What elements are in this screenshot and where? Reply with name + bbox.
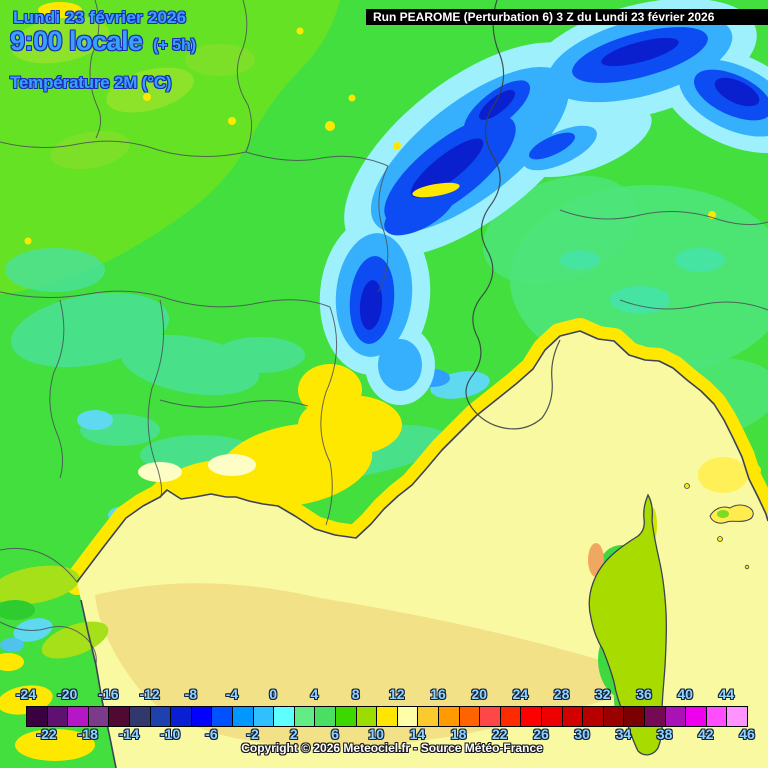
legend-cell — [252, 706, 275, 727]
legend-label: 16 — [430, 686, 446, 702]
legend-cell — [335, 706, 357, 727]
legend-label: 34 — [615, 726, 632, 742]
legend-cell — [541, 706, 563, 727]
legend-label: 24 — [512, 686, 529, 702]
legend-cell — [396, 706, 419, 727]
legend-cell — [190, 706, 213, 727]
legend-cell — [561, 706, 584, 727]
legend-cell — [293, 706, 316, 727]
tuscan-islands — [684, 483, 754, 570]
legend-label: 28 — [553, 686, 570, 702]
legend-cell — [458, 706, 481, 727]
legend-label: 32 — [595, 686, 611, 702]
legend-labels-top: -24 -20 -16 -12 -8 -4 0 4 8 12 16 20 24 28 32 36 40 44 — [16, 686, 748, 703]
legend-cell — [232, 706, 254, 727]
legend-label: 18 — [450, 726, 467, 742]
legend-cell — [685, 706, 707, 727]
legend-label: -24 — [15, 686, 37, 702]
legend-cell — [87, 706, 110, 727]
legend-label: 2 — [289, 726, 298, 742]
legend-label: 0 — [269, 686, 278, 702]
legend-cell — [644, 706, 666, 727]
legend-label: 6 — [331, 726, 339, 742]
legend-label: -12 — [139, 686, 160, 702]
legend-cell — [355, 706, 378, 727]
legend-label: 38 — [656, 726, 673, 742]
legend-label: -10 — [160, 726, 181, 742]
legend-cell — [26, 706, 48, 727]
alps-mountains — [319, 0, 768, 405]
copyright-notice: Copyright © 2026 Meteociel.fr - Source M… — [241, 741, 543, 755]
legend-label: -20 — [57, 686, 78, 702]
legend-cell — [705, 706, 728, 727]
legend-cell — [520, 706, 542, 727]
legend-cell — [46, 706, 69, 727]
legend-labels-bottom: -22 -18 -14 -10 -6 -2 2 6 10 14 18 22 26 30 34 38 42 46 — [26, 726, 754, 743]
admin-borders — [0, 0, 768, 665]
forecast-offset: (+ 5h) — [153, 37, 197, 54]
legend-cell — [108, 706, 130, 727]
legend-label: 30 — [574, 726, 590, 742]
legend-label: -2 — [246, 726, 259, 742]
model-run-bar: Run PEAROME (Perturbation 6) 3 Z du Lund… — [366, 9, 768, 25]
legend-cell — [417, 706, 439, 727]
legend-cell — [623, 706, 645, 727]
legend-label: 12 — [389, 686, 405, 702]
legend-cell — [149, 706, 172, 727]
legend-cell — [438, 706, 460, 727]
forecast-date: Lundi 23 février 2026 — [13, 8, 187, 27]
legend-label: 36 — [636, 686, 652, 702]
legend-label: 40 — [677, 686, 693, 702]
parameter-label: Température 2M (°C) — [10, 73, 172, 92]
legend-cell — [499, 706, 522, 727]
legend-label: -14 — [118, 726, 140, 742]
legend-label: 10 — [368, 726, 384, 742]
legend-cell — [170, 706, 192, 727]
legend-label: -6 — [205, 726, 218, 742]
legend-label: 4 — [310, 686, 319, 702]
legend-cell — [273, 706, 295, 727]
legend-label: -4 — [225, 686, 239, 702]
legend-cells — [26, 706, 748, 727]
legend-cell — [314, 706, 336, 727]
legend-cell — [582, 706, 604, 727]
legend-label: -16 — [98, 686, 119, 702]
forecast-time: 9:00 locale — [10, 26, 143, 56]
legend-label: -18 — [77, 726, 98, 742]
legend-label: -22 — [36, 726, 57, 742]
legend-cell — [726, 706, 748, 727]
legend-label: 14 — [409, 726, 426, 742]
legend-cell — [602, 706, 625, 727]
legend-label: 42 — [698, 726, 714, 742]
legend-label: 46 — [739, 726, 755, 742]
legend-cell — [67, 706, 89, 727]
legend-cell — [129, 706, 151, 727]
legend-cell — [664, 706, 687, 727]
legend-cell — [211, 706, 233, 727]
legend-cell — [479, 706, 501, 727]
legend-cell — [376, 706, 398, 727]
legend-label: 8 — [351, 686, 360, 702]
legend-label: 26 — [533, 726, 549, 742]
italy-border — [465, 0, 561, 430]
legend-label: -8 — [184, 686, 198, 702]
corsica-island — [588, 494, 668, 756]
coastline — [76, 330, 768, 768]
map-region-northwest — [0, 0, 356, 295]
legend-label: 20 — [471, 686, 487, 702]
legend-label: 22 — [492, 726, 508, 742]
legend-label: 44 — [718, 686, 735, 702]
